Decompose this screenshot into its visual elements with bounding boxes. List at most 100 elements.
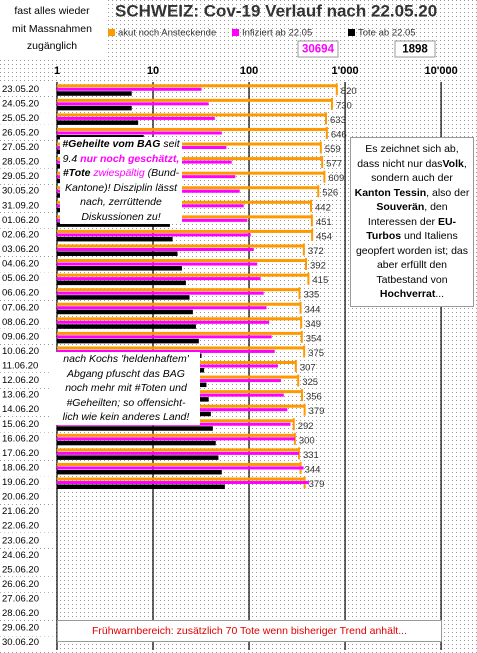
date-bg	[0, 549, 54, 562]
date-bg	[0, 403, 54, 416]
callout-middle: nach Kochs 'heldenhaftem' Abgang pfuscht…	[52, 352, 200, 425]
bar	[57, 84, 337, 88]
date-bg	[0, 374, 54, 387]
y-tick-label: 13.06.20	[2, 390, 39, 401]
bar	[57, 186, 319, 190]
y-tick-label: 08.06.20	[2, 317, 39, 328]
date-bg	[0, 345, 54, 358]
total-box	[297, 40, 339, 58]
date-bg	[0, 534, 54, 548]
value-label: 375	[308, 348, 324, 359]
y-tick-label: 26.06.20	[2, 579, 39, 590]
date-bg	[0, 170, 54, 183]
y-tick-label: 06.06.20	[2, 288, 39, 299]
callout-text: #Geheilten; so offensicht-	[66, 396, 186, 409]
bar	[57, 215, 312, 219]
note-line: mit Massnahmen	[12, 23, 92, 35]
x-tick-label: 1	[54, 65, 60, 77]
y-tick-label: 22.06.20	[2, 521, 39, 532]
y-tick-label: 10.06.20	[2, 346, 39, 357]
value-label: 526	[322, 188, 338, 199]
legend-label: akut noch Ansteckende	[118, 28, 216, 39]
callout-text: ...	[435, 288, 445, 300]
callout-text: noch mehr mit #Toten und	[65, 382, 187, 394]
bar	[57, 295, 190, 300]
date-bg	[0, 388, 54, 402]
value-label: 372	[308, 246, 324, 257]
bar	[57, 309, 193, 315]
bar	[57, 222, 170, 227]
date-bg	[0, 578, 54, 591]
bar	[57, 469, 222, 475]
bar	[57, 466, 304, 470]
bar	[57, 331, 302, 335]
y-tick-label: 28.05.20	[2, 157, 39, 168]
date-bg	[0, 476, 54, 489]
value-label: 609	[328, 173, 344, 184]
bar	[57, 120, 139, 125]
bar	[57, 116, 215, 120]
value-label: 379	[309, 479, 325, 490]
y-tick-label: 30.06.20	[2, 637, 39, 648]
callout-text: Hochverrat	[379, 288, 436, 300]
date-bg	[0, 214, 54, 227]
bar	[57, 244, 304, 248]
bar	[57, 324, 196, 329]
bar	[57, 98, 332, 102]
date-bg	[0, 272, 54, 285]
callout-text: BAG	[137, 138, 161, 150]
bar	[57, 349, 275, 353]
y-tick-label: 19.06.20	[2, 477, 39, 488]
callout-text: #Tote	[62, 167, 91, 179]
value-label: 392	[310, 261, 326, 272]
date-bg	[0, 286, 54, 300]
bar	[57, 451, 299, 455]
y-tick-label: 26.05.20	[2, 127, 39, 138]
value-label: 344	[305, 304, 321, 315]
date-bg	[0, 199, 54, 213]
value-label: 331	[303, 450, 319, 461]
date-bg	[0, 636, 54, 649]
y-tick-label: 24.06.20	[2, 550, 39, 561]
callout-text: Volk	[442, 157, 464, 170]
bar	[57, 251, 178, 256]
bar	[57, 102, 209, 106]
bar	[57, 477, 305, 481]
callout-text: , sondern auch der	[371, 157, 467, 185]
callout-text: , den Interessen der	[367, 201, 448, 228]
callout-text: nur noch geschätzt,	[80, 152, 180, 165]
total-value: 30694	[302, 44, 335, 56]
value-label: 559	[325, 144, 341, 155]
bar	[57, 171, 325, 175]
callout-text: , also der	[426, 186, 470, 199]
y-tick-label: 18.06.20	[2, 462, 39, 473]
bar	[57, 433, 295, 437]
bar	[57, 229, 313, 233]
bar	[57, 338, 199, 344]
y-tick-label: 04.06.20	[2, 259, 39, 270]
y-tick-label: 27.05.20	[2, 142, 39, 153]
bar	[57, 437, 295, 441]
callout-text: nach Kochs 'heldenhaftem'	[63, 353, 189, 365]
date-bg	[0, 447, 54, 460]
y-tick-label: 14.06.20	[2, 404, 39, 415]
y-tick-label: 15.06.20	[2, 419, 39, 430]
value-label: 820	[341, 86, 357, 97]
y-tick-label: 23.06.20	[2, 535, 39, 546]
callout-text: Souverän	[376, 201, 425, 213]
y-tick-label: 02.06.20	[2, 229, 39, 240]
date-bg	[0, 359, 54, 373]
date-bg	[0, 228, 54, 242]
bar	[57, 105, 132, 111]
bar	[57, 266, 182, 271]
x-tick-label: 10	[147, 65, 159, 77]
bar	[57, 157, 323, 161]
y-tick-label: 30.05.20	[2, 186, 39, 197]
y-tick-label: 20.06.20	[2, 492, 39, 503]
value-label: 292	[298, 421, 314, 432]
value-label: 577	[326, 159, 342, 170]
bar	[57, 302, 301, 306]
y-tick-label: 25.05.20	[2, 113, 39, 124]
legend-swatch	[232, 29, 239, 36]
